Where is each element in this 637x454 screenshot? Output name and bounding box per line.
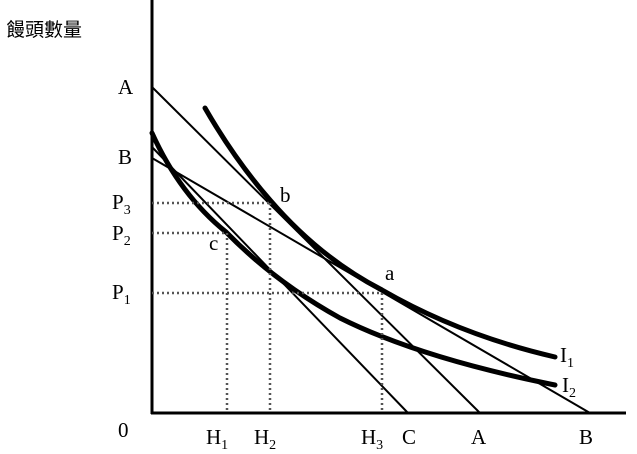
point-label: b <box>280 183 291 207</box>
label-base: P <box>112 280 124 304</box>
indifference-curve-1 <box>202 105 558 360</box>
x-label: H3 <box>361 425 383 453</box>
label-base: H <box>361 425 376 449</box>
label-base: P <box>112 190 124 214</box>
label-base: H <box>254 425 269 449</box>
y-label: P3 <box>112 190 131 218</box>
indifference-curve-2 <box>149 130 558 388</box>
guide-b <box>152 201 272 413</box>
origin-label: 0 <box>118 418 129 442</box>
point-label: c <box>209 231 218 255</box>
curve-label: I2 <box>562 373 576 401</box>
label-sub: 1 <box>124 293 131 308</box>
y-label: A <box>118 75 134 99</box>
label-sub: 1 <box>567 356 574 371</box>
guide-a <box>152 291 384 413</box>
budget-line-a <box>151 86 481 414</box>
x-label: H1 <box>206 425 228 453</box>
x-label: H2 <box>254 425 276 453</box>
y-label: P1 <box>112 280 131 308</box>
guide-c <box>152 231 229 413</box>
y-label: P2 <box>112 221 131 249</box>
curve-label: I1 <box>560 343 574 371</box>
label-sub: 2 <box>269 438 276 453</box>
point-label: a <box>385 261 395 285</box>
y-axis-title: 饅頭數量 <box>6 19 82 41</box>
x-label: B <box>579 425 593 449</box>
label-sub: 3 <box>376 438 383 453</box>
label-base: P <box>112 221 124 245</box>
label-base: H <box>206 425 221 449</box>
label-sub: 1 <box>221 438 228 453</box>
label-base: I <box>560 343 567 367</box>
label-sub: 3 <box>124 203 131 218</box>
y-label: B <box>118 145 132 169</box>
x-label: A <box>471 425 487 449</box>
label-sub: 2 <box>124 234 131 249</box>
label-base: I <box>562 373 569 397</box>
x-label: C <box>402 425 416 449</box>
label-sub: 2 <box>569 386 576 401</box>
